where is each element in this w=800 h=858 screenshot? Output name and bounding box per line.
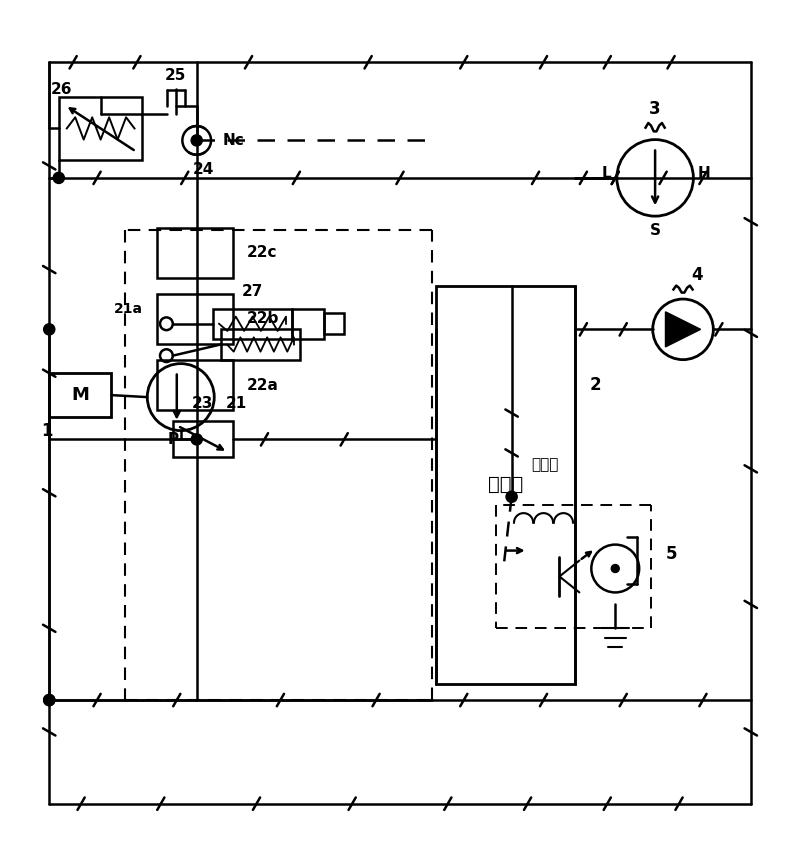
- Text: 4: 4: [691, 266, 702, 284]
- Text: M: M: [71, 386, 90, 404]
- Circle shape: [44, 694, 55, 705]
- Text: S: S: [650, 223, 661, 238]
- Bar: [292, 309, 324, 339]
- Text: 3: 3: [649, 100, 660, 118]
- Bar: [436, 286, 575, 684]
- Text: 控制器: 控制器: [488, 475, 523, 494]
- Circle shape: [44, 694, 55, 705]
- Circle shape: [506, 491, 517, 502]
- Bar: [157, 294, 233, 344]
- Polygon shape: [666, 311, 701, 347]
- Text: 5: 5: [666, 545, 677, 563]
- Text: 1: 1: [42, 422, 53, 440]
- Text: 泵电流: 泵电流: [531, 457, 559, 473]
- Circle shape: [191, 135, 202, 146]
- Bar: [213, 309, 292, 339]
- Text: 21: 21: [226, 396, 247, 411]
- Text: 2: 2: [590, 376, 601, 394]
- Bar: [157, 360, 233, 410]
- Bar: [324, 313, 344, 334]
- Circle shape: [191, 434, 202, 445]
- Text: 26: 26: [51, 82, 72, 97]
- Bar: [157, 228, 233, 277]
- Circle shape: [44, 323, 55, 335]
- Circle shape: [54, 172, 64, 184]
- Text: 27: 27: [242, 284, 263, 299]
- Text: P: P: [168, 432, 179, 447]
- Circle shape: [611, 565, 619, 572]
- Text: 25: 25: [165, 69, 186, 83]
- Text: Nc: Nc: [223, 133, 245, 148]
- Text: L: L: [602, 166, 611, 181]
- Bar: [50, 373, 111, 417]
- Text: 24: 24: [192, 161, 214, 177]
- Text: 21a: 21a: [114, 302, 142, 317]
- Text: 22b: 22b: [247, 311, 279, 327]
- Bar: [173, 421, 233, 457]
- Text: 23: 23: [192, 396, 214, 411]
- Bar: [58, 97, 142, 160]
- Text: H: H: [698, 166, 710, 181]
- Text: 22a: 22a: [247, 378, 279, 393]
- Text: 22c: 22c: [247, 245, 278, 260]
- Bar: [221, 329, 300, 360]
